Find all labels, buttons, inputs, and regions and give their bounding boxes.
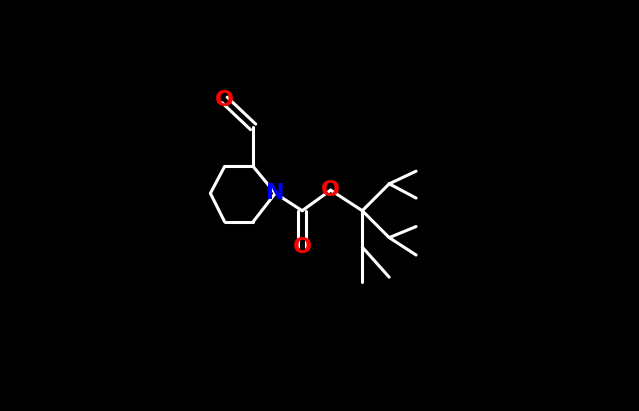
- Text: O: O: [215, 90, 234, 110]
- Text: O: O: [321, 180, 340, 200]
- Text: N: N: [266, 183, 284, 203]
- Text: O: O: [293, 237, 312, 257]
